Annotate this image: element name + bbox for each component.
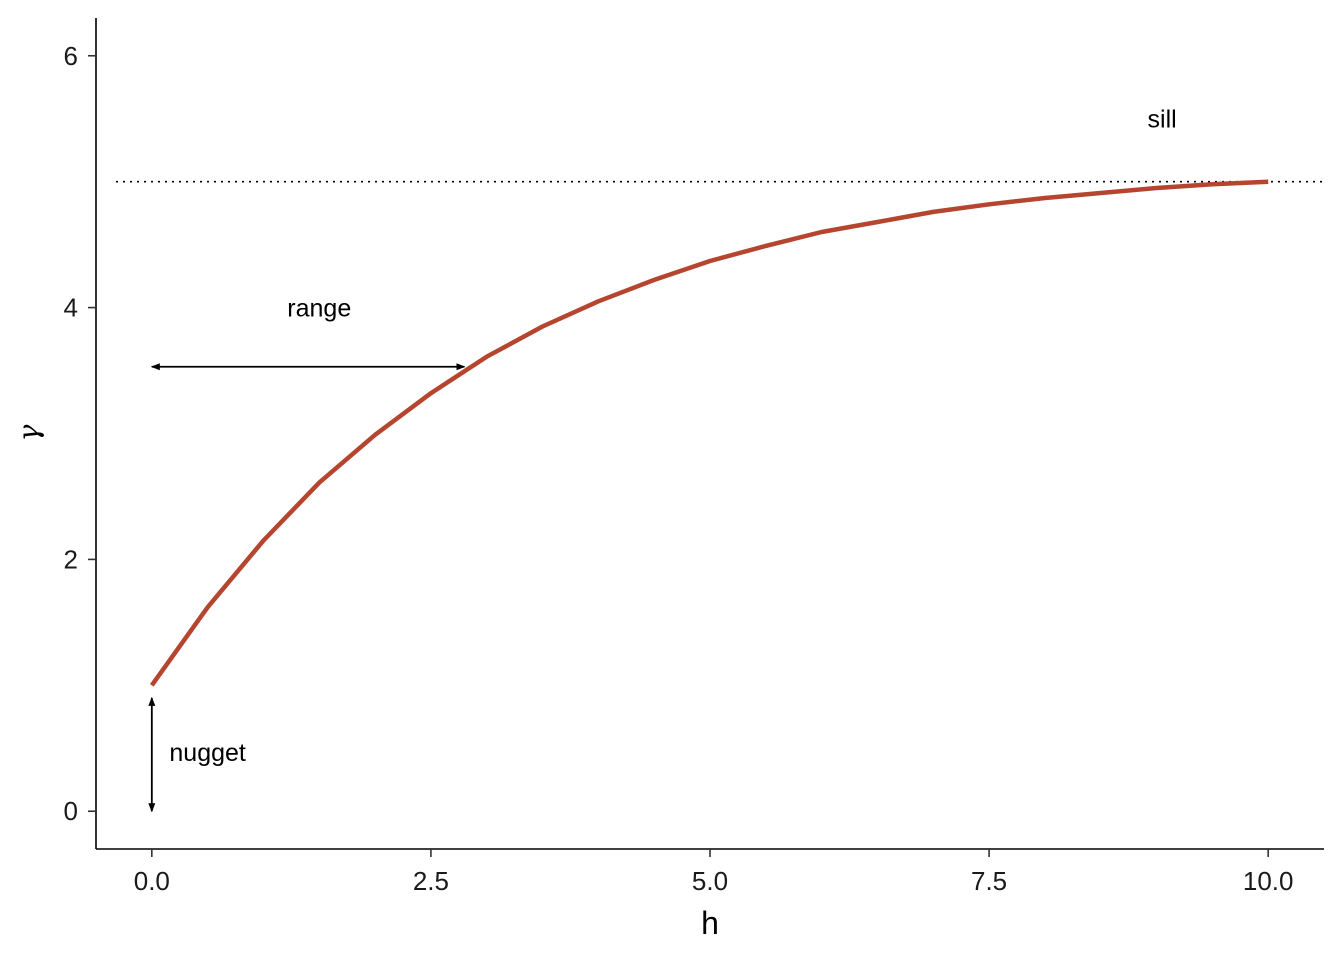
y-axis-title: γ xyxy=(12,424,45,441)
y-tick-label: 0 xyxy=(64,796,78,826)
x-tick-label: 10.0 xyxy=(1243,866,1294,896)
variogram-curve xyxy=(149,179,1269,687)
sill-label: sill xyxy=(1148,106,1177,134)
x-tick-label: 2.5 xyxy=(413,866,449,896)
x-tick-label: 0.0 xyxy=(134,866,170,896)
range-label: range xyxy=(287,295,351,323)
y-tick-label: 4 xyxy=(64,293,78,323)
x-axis-ticks: 0.0 2.5 5.0 7.5 10.0 xyxy=(134,849,1294,896)
y-axis-ticks: 0 2 4 6 xyxy=(64,41,96,826)
x-axis-title: h xyxy=(701,905,719,941)
nugget-label: nugget xyxy=(169,739,246,767)
x-tick-label: 7.5 xyxy=(971,866,1007,896)
y-tick-label: 6 xyxy=(64,41,78,71)
y-tick-label: 2 xyxy=(64,544,78,574)
x-tick-label: 5.0 xyxy=(692,866,728,896)
plot-area: sill range nugget xyxy=(116,106,1324,813)
